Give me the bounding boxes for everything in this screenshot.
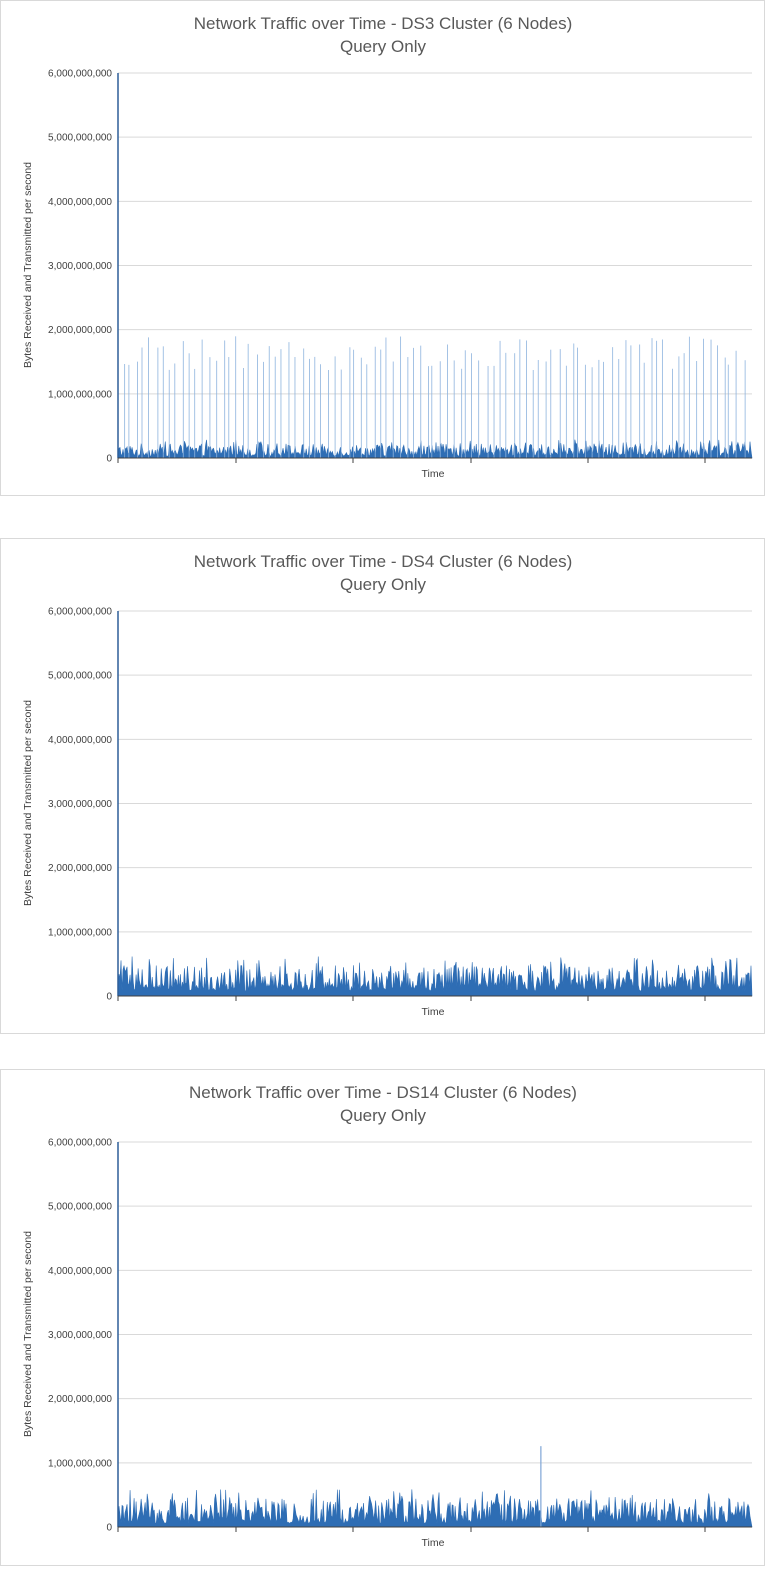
- y-tick-label: 0: [106, 454, 112, 465]
- y-tick-label: 4,000,000,000: [48, 197, 112, 208]
- y-tick-label: 1,000,000,000: [48, 389, 112, 400]
- plot-area: 0 1,000,000,000 2,000,000,000 3,000,000,000…: [48, 69, 753, 465]
- chart-title: Network Traffic over Time - DS3 Cluster …: [194, 14, 573, 33]
- y-tick-label: 2,000,000,000: [48, 1394, 112, 1405]
- chart-panel-ds14: Network Traffic over Time - DS14 Cluster…: [0, 1069, 765, 1566]
- y-tick-label: 3,000,000,000: [48, 1330, 112, 1341]
- series-area: [117, 439, 753, 459]
- y-axis-label: Bytes Received and Transmitted per secon…: [22, 700, 34, 906]
- x-axis-label: Time: [422, 468, 445, 480]
- series-area: [117, 956, 753, 997]
- chart-ds4: Network Traffic over Time - DS4 Cluster …: [22, 552, 753, 1018]
- y-tick-label: 3,000,000,000: [48, 261, 112, 272]
- y-tick-label: 1,000,000,000: [48, 927, 112, 938]
- y-tick-label: 4,000,000,000: [48, 735, 112, 746]
- x-axis-label: Time: [422, 1537, 445, 1549]
- chart-ds14: Network Traffic over Time - DS14 Cluster…: [22, 1083, 753, 1549]
- chart-title: Network Traffic over Time - DS14 Cluster…: [189, 1083, 577, 1102]
- y-tick-label: 6,000,000,000: [48, 69, 112, 80]
- y-tick-label: 6,000,000,000: [48, 1138, 112, 1149]
- x-axis-label: Time: [422, 1006, 445, 1018]
- y-tick-label: 3,000,000,000: [48, 799, 112, 810]
- series-area: [117, 1489, 753, 1528]
- chart-panel-ds3: Network Traffic over Time - DS3 Cluster …: [0, 0, 765, 496]
- y-tick-label: 2,000,000,000: [48, 325, 112, 336]
- chart-title: Network Traffic over Time - DS4 Cluster …: [194, 552, 573, 571]
- y-tick-label: 0: [106, 992, 112, 1003]
- y-tick-label: 4,000,000,000: [48, 1266, 112, 1277]
- chart-subtitle: Query Only: [340, 37, 426, 56]
- y-tick-label: 0: [106, 1523, 112, 1534]
- y-tick-label: 5,000,000,000: [48, 671, 112, 682]
- y-axis-label: Bytes Received and Transmitted per secon…: [22, 162, 34, 368]
- chart-subtitle: Query Only: [340, 575, 426, 594]
- plot-area: 0 1,000,000,000 2,000,000,000 3,000,000,000…: [48, 607, 753, 1003]
- chart-subtitle: Query Only: [340, 1106, 426, 1125]
- plot-area: 0 1,000,000,000 2,000,000,000 3,000,000,000…: [48, 1138, 753, 1534]
- y-tick-label: 1,000,000,000: [48, 1458, 112, 1469]
- y-axis-label: Bytes Received and Transmitted per secon…: [22, 1231, 34, 1437]
- chart-panel-ds4: Network Traffic over Time - DS4 Cluster …: [0, 538, 765, 1034]
- chart-ds3: Network Traffic over Time - DS3 Cluster …: [22, 14, 753, 480]
- y-tick-label: 6,000,000,000: [48, 607, 112, 618]
- y-tick-label: 5,000,000,000: [48, 133, 112, 144]
- y-tick-label: 2,000,000,000: [48, 863, 112, 874]
- y-tick-label: 5,000,000,000: [48, 1202, 112, 1213]
